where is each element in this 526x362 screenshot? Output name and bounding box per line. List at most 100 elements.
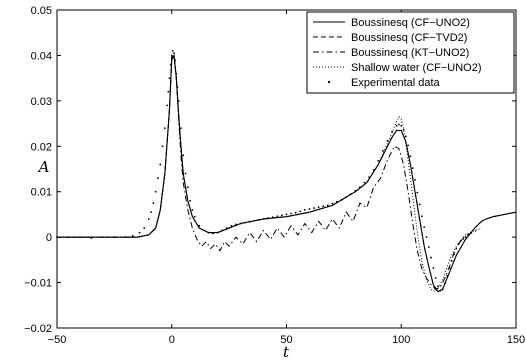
data-point (418, 203, 421, 206)
data-point (303, 208, 306, 211)
data-point (154, 190, 157, 193)
data-point (207, 231, 210, 234)
data-point (56, 236, 58, 239)
data-point (79, 236, 81, 239)
data-point (359, 186, 361, 189)
data-point (460, 239, 462, 242)
data-point (102, 236, 104, 239)
data-point (67, 236, 70, 239)
data-point (90, 237, 93, 239)
y-tick-label: 0.03 (31, 96, 52, 108)
data-point (340, 198, 343, 201)
data-point (441, 288, 444, 291)
data-point (171, 49, 174, 52)
data-point (395, 124, 398, 127)
data-point (363, 181, 366, 184)
data-point (167, 90, 170, 93)
data-point (221, 229, 224, 232)
y-tick-label: −0.02 (24, 323, 52, 335)
series-group (56, 49, 517, 293)
x-tick-label: 0 (169, 334, 175, 346)
y-axis-label: A (37, 158, 50, 176)
data-point (216, 231, 219, 234)
data-point (138, 231, 141, 234)
data-point (152, 202, 155, 204)
data-point (407, 144, 410, 147)
data-point (186, 186, 189, 189)
x-tick-label: 100 (392, 334, 410, 346)
data-point (386, 139, 389, 142)
legend-marker (327, 80, 331, 84)
data-point (411, 167, 414, 169)
data-point (430, 256, 432, 259)
data-point (189, 199, 192, 202)
data-point (248, 220, 251, 223)
y-tick-label: 0.05 (31, 5, 52, 17)
data-point (349, 193, 352, 195)
data-point (421, 215, 423, 218)
data-point (113, 236, 116, 239)
data-point (322, 205, 325, 208)
data-point (308, 208, 311, 210)
data-point (166, 104, 169, 107)
data-point (271, 216, 274, 219)
data-point (409, 155, 412, 158)
data-point (285, 213, 288, 216)
data-point (198, 224, 201, 227)
data-point (450, 259, 453, 262)
data-point (299, 210, 302, 213)
x-tick-label: 50 (280, 334, 292, 346)
data-point (235, 223, 237, 226)
data-point (402, 129, 405, 131)
data-point (377, 159, 380, 162)
data-point (354, 189, 357, 192)
data-point (462, 238, 465, 240)
data-point (336, 200, 338, 203)
y-tick-label: 0.04 (31, 50, 52, 62)
data-point (147, 218, 150, 220)
data-point (182, 154, 185, 157)
data-point (262, 218, 265, 220)
data-point (414, 179, 416, 181)
data-point (193, 215, 196, 218)
data-point (448, 267, 451, 269)
data-point (239, 222, 242, 225)
x-axis-ticks: −50 0 50 100 150 (48, 10, 525, 346)
series-experimental-data (56, 49, 467, 292)
data-point (169, 63, 172, 66)
data-point (124, 236, 127, 239)
data-point (184, 172, 187, 175)
data-point (368, 176, 371, 179)
data-point (404, 135, 407, 138)
data-point (281, 214, 283, 217)
data-point (457, 243, 460, 245)
data-point (163, 127, 166, 130)
data-point (258, 218, 260, 221)
data-point (453, 253, 455, 256)
series-line-2 (57, 54, 478, 290)
x-axis-label: t (283, 343, 290, 361)
data-point (174, 59, 177, 61)
data-point (175, 72, 178, 75)
data-point (161, 145, 164, 148)
x-tick-label: −50 (48, 334, 67, 346)
data-point (434, 277, 437, 279)
data-point (267, 217, 270, 219)
data-point (230, 224, 233, 227)
data-point (225, 227, 228, 229)
data-point (391, 130, 393, 133)
data-point (416, 191, 419, 194)
data-point (381, 149, 384, 152)
data-point (143, 227, 146, 229)
data-point (443, 282, 446, 285)
legend-label: Boussinesq (CF−UNO2) (351, 17, 470, 29)
data-point (150, 211, 152, 214)
data-point (455, 247, 458, 250)
data-point (191, 208, 194, 211)
data-point (317, 206, 320, 209)
data-point (331, 202, 334, 205)
legend: Boussinesq (CF−UNO2) Boussinesq (CF−TVD2)… (306, 11, 515, 94)
data-point (180, 127, 182, 130)
y-tick-label: 0.02 (31, 141, 52, 153)
data-point (173, 52, 175, 55)
